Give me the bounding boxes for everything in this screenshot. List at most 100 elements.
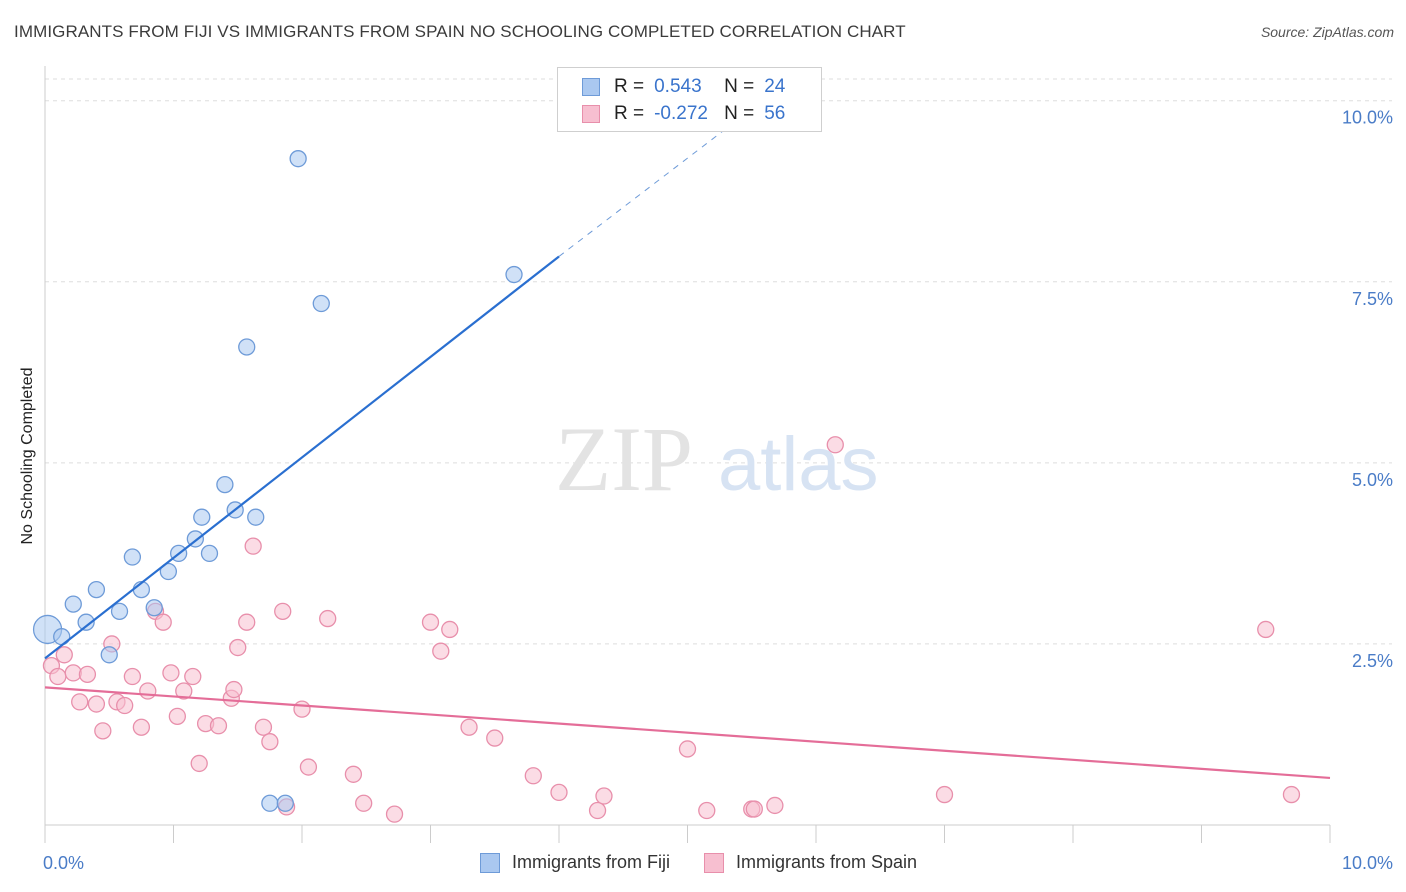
fiji-points xyxy=(32,150,523,812)
spain-trend-line xyxy=(44,686,1331,780)
r-label: R = xyxy=(614,76,645,97)
fiji-trend-extension xyxy=(558,118,740,257)
spain-point xyxy=(162,664,180,682)
fiji-point xyxy=(200,544,219,563)
spain-point xyxy=(766,796,784,815)
legend-item-spain[interactable]: Immigrants from Spain xyxy=(704,852,917,873)
spain-point xyxy=(78,665,97,684)
fiji-point xyxy=(276,794,294,812)
spain-point xyxy=(1257,620,1275,639)
spain-point xyxy=(175,682,193,700)
spain-point xyxy=(524,767,542,785)
spain-point xyxy=(168,707,187,726)
watermark-zip: ZIP xyxy=(555,408,693,510)
fiji-point xyxy=(145,599,163,617)
fiji-swatch xyxy=(582,78,600,96)
spain-point xyxy=(432,642,450,660)
fiji-point xyxy=(238,338,256,356)
spain-point xyxy=(441,620,459,639)
spain-point xyxy=(826,436,844,454)
spain-point xyxy=(238,613,256,631)
spain-point xyxy=(71,693,89,711)
spain-point xyxy=(698,801,716,820)
spain-point xyxy=(486,729,504,747)
spain-point xyxy=(55,646,73,664)
fiji-trend-line xyxy=(44,255,560,660)
series-legend: Immigrants from Fiji Immigrants from Spa… xyxy=(480,852,951,873)
spain-point xyxy=(49,667,67,686)
n-label: N = xyxy=(724,76,755,97)
axes xyxy=(44,66,1331,843)
spain-point xyxy=(225,680,243,699)
spain-point xyxy=(87,695,106,713)
fiji-point xyxy=(247,508,265,526)
spain-r-value: -0.272 xyxy=(654,103,708,124)
y-tick-label: 10.0% xyxy=(1342,108,1393,128)
fiji-r-value: 0.543 xyxy=(654,76,702,97)
spain-point xyxy=(123,667,142,686)
legend-row-fiji: R = 0.543 N = 24 xyxy=(582,75,785,99)
spain-point xyxy=(344,765,363,783)
legend-item-fiji[interactable]: Immigrants from Fiji xyxy=(480,852,670,873)
chart-title: IMMIGRANTS FROM FIJI VS IMMIGRANTS FROM … xyxy=(14,22,906,41)
watermark: ZIP atlas xyxy=(555,408,879,510)
fiji-point xyxy=(312,294,330,313)
fiji-point xyxy=(64,595,82,613)
fiji-point xyxy=(159,562,178,581)
spain-point xyxy=(745,800,763,818)
spain-point xyxy=(244,537,262,555)
fiji-n-value: 24 xyxy=(764,76,786,97)
spain-point xyxy=(460,718,478,736)
spain-point xyxy=(254,718,273,736)
y-tick-label: 2.5% xyxy=(1352,651,1393,671)
fiji-point xyxy=(193,508,211,526)
correlation-legend: R = 0.543 N = 24 R = -0.272 N = 56 xyxy=(557,67,822,132)
spain-point xyxy=(274,602,292,620)
fiji-point xyxy=(100,646,118,664)
watermark-atlas: atlas xyxy=(718,422,879,507)
n-label: N = xyxy=(724,103,755,124)
spain-point xyxy=(678,740,697,758)
spain-point xyxy=(385,805,404,823)
spain-point xyxy=(184,667,202,686)
spain-point xyxy=(421,613,440,631)
spain-point xyxy=(209,717,228,735)
y-tick-label: 7.5% xyxy=(1352,289,1393,309)
fiji-point xyxy=(216,475,234,494)
x-tick-label: 10.0% xyxy=(1342,853,1393,873)
spain-point xyxy=(154,613,172,631)
fiji-point xyxy=(123,548,142,566)
spain-n-value: 56 xyxy=(764,103,786,124)
spain-legend-swatch xyxy=(704,852,725,873)
spain-point xyxy=(229,638,247,657)
r-label: R = xyxy=(614,103,645,124)
spain-point xyxy=(550,783,568,802)
fiji-point xyxy=(77,613,95,631)
spain-point xyxy=(64,664,82,682)
spain-point xyxy=(935,785,954,804)
fiji-point xyxy=(505,265,523,284)
gridlines xyxy=(45,78,1392,645)
spain-point xyxy=(139,682,157,700)
fiji-legend-label: Immigrants from Fiji xyxy=(512,852,671,872)
spain-point xyxy=(595,787,613,805)
fiji-legend-swatch xyxy=(480,852,500,873)
tick-labels: 2.5% 5.0% 7.5% 10.0% 0.0% 10.0% xyxy=(43,108,1393,873)
spain-point xyxy=(1282,785,1301,804)
spain-legend-label: Immigrants from Spain xyxy=(736,852,918,872)
trend-lines xyxy=(44,118,1331,780)
spain-point xyxy=(293,700,311,718)
fiji-point xyxy=(87,580,106,599)
spain-point xyxy=(261,733,279,751)
x-tick-label: 0.0% xyxy=(43,853,84,873)
spain-point xyxy=(319,609,337,628)
spain-point xyxy=(190,754,208,773)
fiji-point xyxy=(110,602,129,620)
spain-point xyxy=(94,722,112,740)
spain-point xyxy=(132,718,151,736)
spain-point xyxy=(299,758,318,776)
fiji-point xyxy=(261,794,279,812)
y-tick-label: 5.0% xyxy=(1352,470,1393,490)
spain-point xyxy=(116,696,134,715)
